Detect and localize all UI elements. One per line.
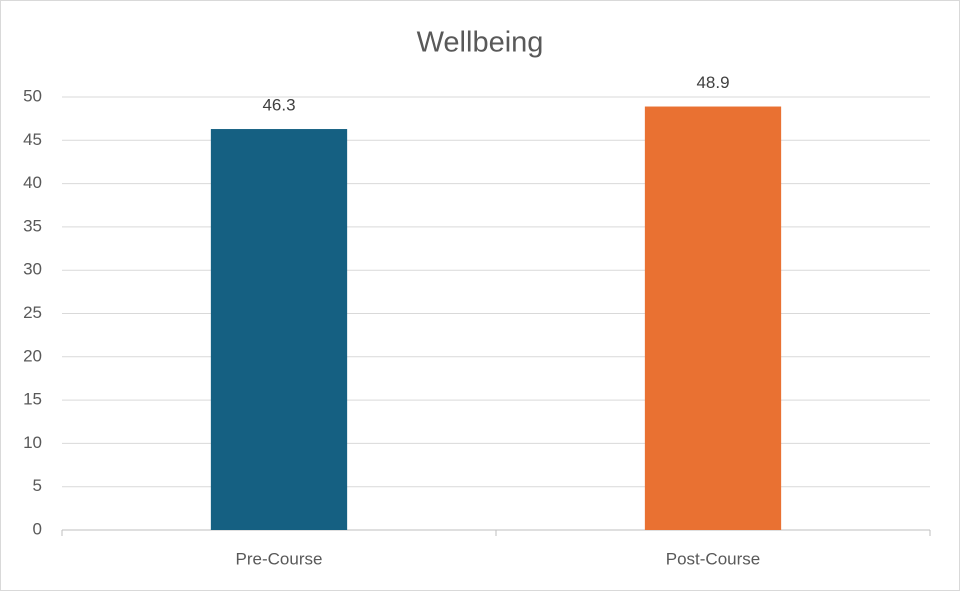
y-tick-label: 15 (23, 390, 42, 409)
y-tick-label: 35 (23, 216, 42, 235)
y-tick-label: 20 (23, 346, 42, 365)
y-tick-label: 30 (23, 260, 42, 279)
y-tick-label: 45 (23, 130, 42, 149)
data-label: 48.9 (696, 73, 729, 92)
y-tick-label: 10 (23, 433, 42, 452)
y-tick-label: 0 (33, 519, 42, 538)
chart-title: Wellbeing (417, 27, 544, 59)
y-tick-label: 25 (23, 303, 42, 322)
y-tick-label: 50 (23, 86, 42, 105)
y-tick-label: 5 (33, 476, 42, 495)
y-tick-label: 40 (23, 173, 42, 192)
x-tick-label: Pre-Course (236, 549, 323, 568)
bar (210, 129, 348, 531)
x-tick-label: Post-Course (666, 549, 760, 568)
bar (644, 106, 782, 530)
data-label: 46.3 (262, 96, 295, 115)
